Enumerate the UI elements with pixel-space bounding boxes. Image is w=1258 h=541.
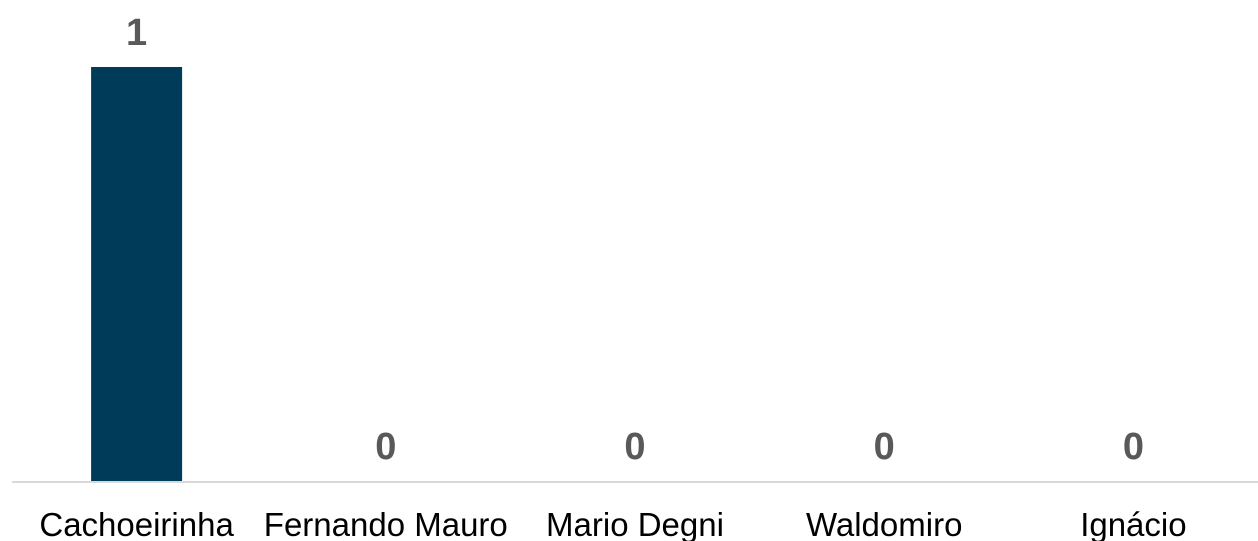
- category-label-3: Waldomiro: [806, 506, 962, 541]
- category-labels-group: Cachoeirinha Fernando Mauro Mario Degni Wal…: [39, 506, 1186, 541]
- bars-group: [91, 67, 183, 481]
- data-label-4: 0: [1123, 426, 1144, 468]
- data-label-3: 0: [874, 426, 895, 468]
- data-label-2: 0: [624, 426, 645, 468]
- data-label-0: 1: [126, 12, 147, 54]
- category-label-1: Fernando Mauro: [264, 506, 508, 541]
- category-label-2: Mario Degni: [546, 506, 724, 541]
- category-label-0: Cachoeirinha: [39, 506, 234, 541]
- data-label-1: 0: [375, 426, 396, 468]
- bar-0: [91, 67, 183, 481]
- data-labels-group: 1 0 0 0 0: [126, 12, 1144, 468]
- category-label-4: Ignácio: [1080, 506, 1186, 541]
